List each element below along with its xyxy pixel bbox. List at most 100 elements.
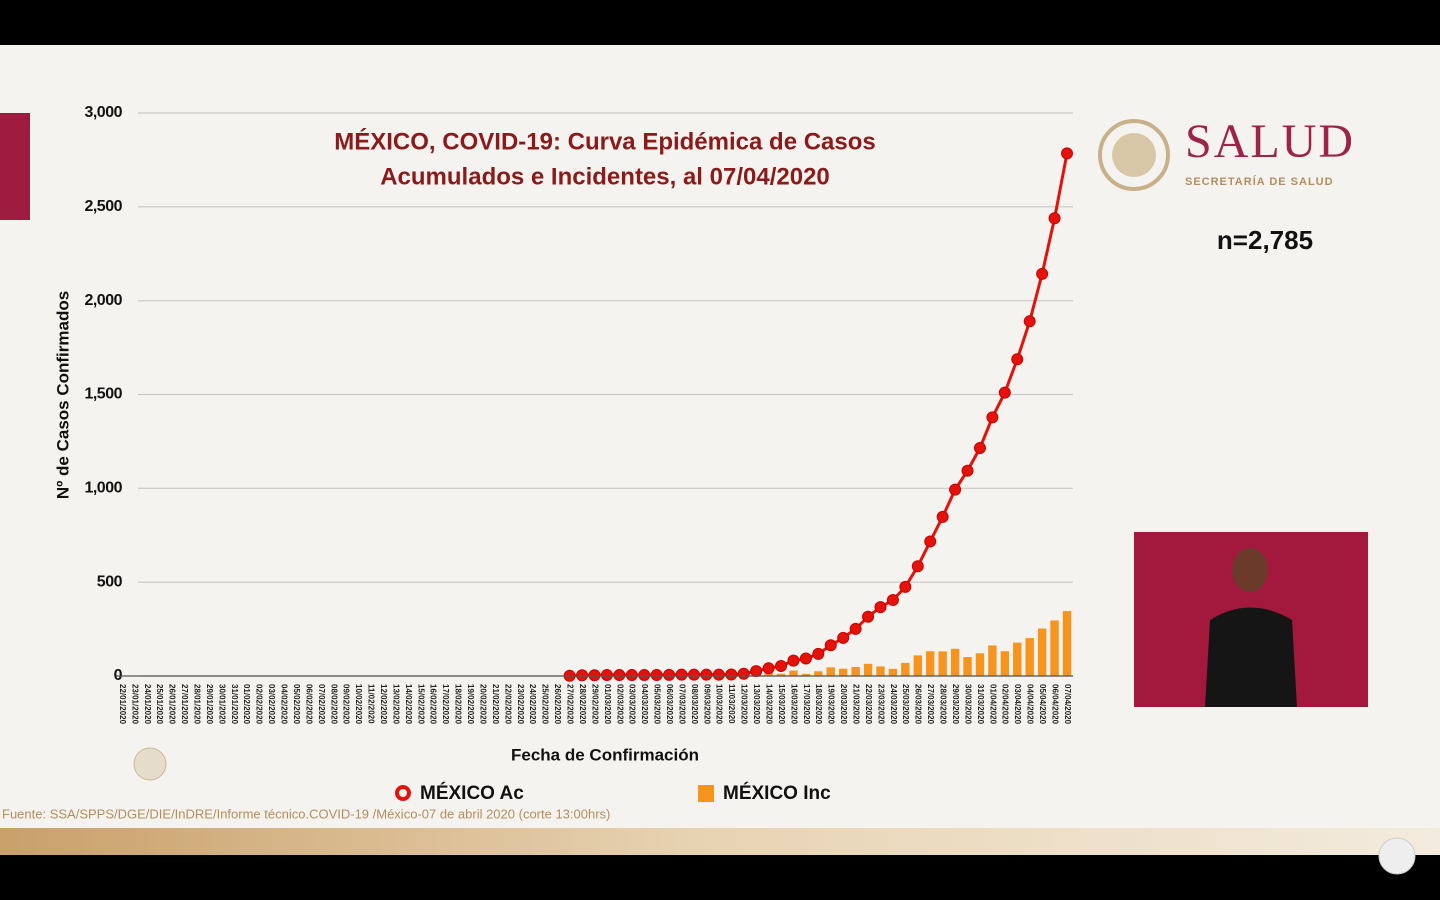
x-tick-label: 11/03/2020 xyxy=(727,684,736,724)
chart-title: MÉXICO, COVID-19: Curva Epidémica de Cas… xyxy=(334,127,876,155)
point xyxy=(886,593,899,606)
point xyxy=(849,622,862,635)
x-tick-label: 17/03/2020 xyxy=(802,684,811,725)
brand-subtitle: SECRETARÍA DE SALUD xyxy=(1185,175,1334,188)
accent-block xyxy=(0,113,30,220)
brand: SALUD xyxy=(1185,115,1355,168)
x-tick-label: 03/03/2020 xyxy=(628,684,637,725)
x-tick-label: 24/03/2020 xyxy=(889,684,898,725)
interpreter-video xyxy=(1134,532,1368,707)
point xyxy=(1036,267,1049,280)
x-tick-label: 17/02/2020 xyxy=(441,684,450,725)
person-head xyxy=(1232,548,1268,592)
bar xyxy=(926,651,935,676)
bar xyxy=(1013,642,1022,676)
point xyxy=(936,510,949,523)
point xyxy=(1011,353,1024,366)
x-tick-label: 19/02/2020 xyxy=(466,684,475,725)
point xyxy=(737,667,750,680)
point xyxy=(924,535,937,548)
legend-label: MÉXICO Inc xyxy=(723,782,831,804)
x-tick-label: 08/03/2020 xyxy=(690,684,699,725)
point xyxy=(961,464,974,477)
x-tick-label: 30/03/2020 xyxy=(963,684,972,725)
x-tick-label: 20/02/2020 xyxy=(478,684,487,725)
bar xyxy=(1025,638,1034,676)
bar xyxy=(1037,628,1047,676)
legend-swatch xyxy=(698,785,714,802)
x-tick-label: 05/03/2020 xyxy=(653,684,662,725)
y-tick-label: 2,500 xyxy=(84,198,122,215)
x-tick-label: 27/03/2020 xyxy=(926,684,935,725)
point xyxy=(911,560,924,573)
point xyxy=(787,654,800,667)
y-tick-label: 500 xyxy=(97,573,123,590)
point xyxy=(625,669,638,682)
person-body xyxy=(1205,607,1297,707)
point xyxy=(899,580,912,593)
x-tick-label: 16/02/2020 xyxy=(429,684,438,725)
bar xyxy=(789,670,798,676)
x-tick-label: 31/03/2020 xyxy=(976,684,985,725)
bar xyxy=(826,667,835,676)
legend-label: MÉXICO Ac xyxy=(420,782,524,804)
x-tick-label: 07/03/2020 xyxy=(677,684,686,725)
x-tick-label: 03/04/2020 xyxy=(1013,684,1022,725)
bar xyxy=(913,655,922,676)
bar xyxy=(901,662,910,676)
x-tick-label: 02/04/2020 xyxy=(1001,684,1010,725)
x-tick-label: 28/02/2020 xyxy=(578,684,587,725)
x-tick-label: 29/03/2020 xyxy=(951,684,960,725)
point xyxy=(1048,212,1061,225)
point xyxy=(687,668,700,681)
bar xyxy=(876,666,885,676)
x-tick-label: 03/02/2020 xyxy=(267,684,276,725)
x-tick-label: 04/03/2020 xyxy=(640,684,649,725)
x-tick-label: 07/02/2020 xyxy=(317,684,326,725)
x-tick-label: 05/04/2020 xyxy=(1038,684,1047,725)
bar xyxy=(1062,611,1072,676)
y-tick-label: 1,500 xyxy=(84,386,122,403)
point xyxy=(588,669,601,682)
point xyxy=(812,647,825,660)
x-tick-label: 29/02/2020 xyxy=(590,684,599,725)
x-tick-label: 01/02/2020 xyxy=(242,684,251,725)
x-tick-label: 01/04/2020 xyxy=(988,684,997,725)
bar xyxy=(950,648,960,676)
bar xyxy=(1000,651,1010,676)
x-tick-label: 20/03/2020 xyxy=(839,684,848,725)
x-tick-label: 14/02/2020 xyxy=(404,684,413,725)
bottom-strip xyxy=(0,828,1440,855)
x-tick-label: 11/02/2020 xyxy=(367,684,376,724)
x-tick-label: 10/03/2020 xyxy=(715,684,724,725)
x-tick-label: 27/01/2020 xyxy=(180,684,189,725)
point xyxy=(650,669,663,682)
x-tick-label: 18/02/2020 xyxy=(454,684,463,725)
x-tick-label: 21/03/2020 xyxy=(852,684,861,725)
y-tick-label: 1,000 xyxy=(84,480,122,497)
x-tick-label: 02/03/2020 xyxy=(615,684,624,725)
x-tick-label: 22/03/2020 xyxy=(864,684,873,725)
point xyxy=(775,660,788,673)
bottom-bar xyxy=(0,855,1440,900)
point xyxy=(762,662,775,675)
x-tick-label: 24/02/2020 xyxy=(528,684,537,725)
x-tick-label: 07/04/2020 xyxy=(1063,684,1072,725)
point xyxy=(576,669,589,682)
bar xyxy=(1050,620,1059,676)
point xyxy=(837,631,850,644)
bar xyxy=(963,657,972,676)
point xyxy=(750,665,763,678)
x-tick-label: 22/02/2020 xyxy=(503,684,512,725)
legend-swatch xyxy=(395,785,411,801)
x-tick-label: 26/03/2020 xyxy=(914,684,923,725)
point xyxy=(1061,147,1073,160)
x-tick-label: 25/02/2020 xyxy=(541,684,550,725)
point xyxy=(799,652,812,665)
x-tick-label: 02/02/2020 xyxy=(255,684,264,725)
x-tick-label: 06/02/2020 xyxy=(304,684,313,725)
point xyxy=(725,668,738,681)
x-tick-label: 15/02/2020 xyxy=(416,684,425,725)
x-tick-label: 28/03/2020 xyxy=(939,684,948,725)
